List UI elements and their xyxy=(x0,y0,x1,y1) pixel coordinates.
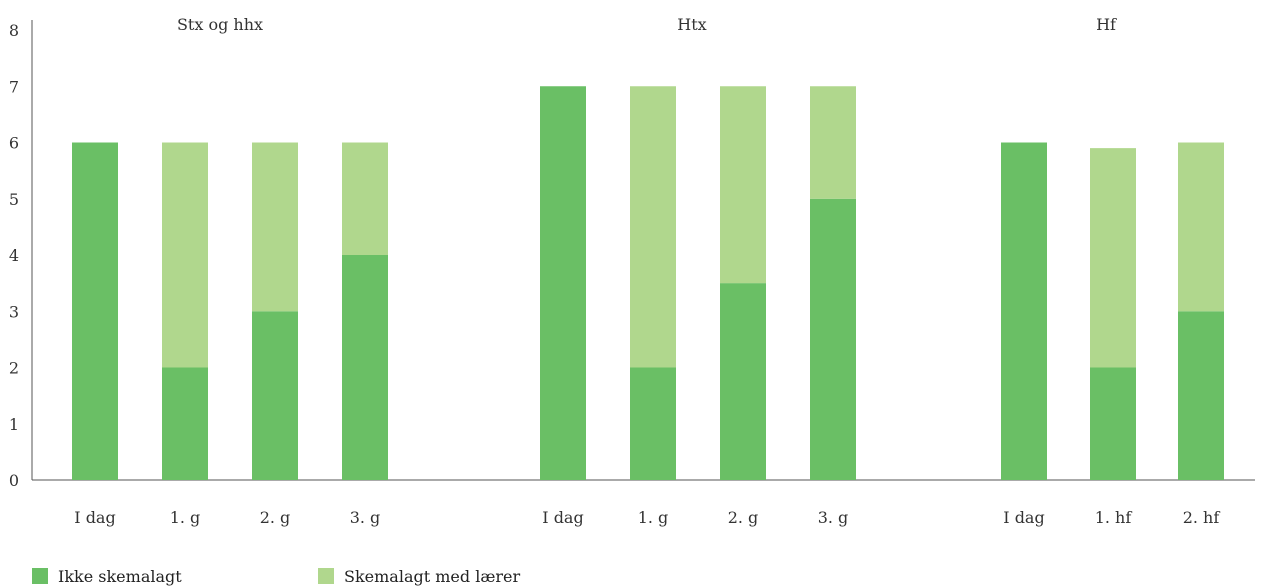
labels: 0 1 2 3 4 5 6 7 8 Stx og hhx I dag 1. g 2. g 3. g Htx I… xyxy=(9,15,1220,527)
bar-skemalagt-med-laerer xyxy=(1178,142,1224,312)
bar-skemalagt-med-laerer xyxy=(630,86,676,368)
bar-ikke-skemalagt xyxy=(342,255,388,480)
bar-ikke-skemalagt xyxy=(1001,142,1047,480)
y-tick-label: 8 xyxy=(9,21,19,40)
y-tick-label: 7 xyxy=(9,77,19,96)
legend-item-skemalagt-med-laerer: Skemalagt med lærer xyxy=(318,565,520,587)
category-label: 1. g xyxy=(638,508,669,527)
bar-skemalagt-med-laerer xyxy=(810,86,856,199)
category-label: 2. hf xyxy=(1183,508,1221,527)
bar-ikke-skemalagt xyxy=(720,283,766,480)
category-label: 3. g xyxy=(350,508,381,527)
bar-ikke-skemalagt xyxy=(162,367,208,480)
category-label: I dag xyxy=(1003,508,1044,527)
category-label: I dag xyxy=(542,508,583,527)
y-tick-label: 4 xyxy=(9,246,19,265)
y-tick-label: 6 xyxy=(9,134,19,153)
category-label: 1. g xyxy=(170,508,201,527)
legend-item-ikke-skemalagt: Ikke skemalagt xyxy=(32,565,182,587)
y-tick-label: 2 xyxy=(9,359,19,378)
bar-ikke-skemalagt xyxy=(72,142,118,480)
bar-skemalagt-med-laerer xyxy=(252,142,298,312)
legend-swatch xyxy=(32,568,48,584)
y-tick-label: 3 xyxy=(9,302,19,321)
bar-ikke-skemalagt xyxy=(252,311,298,480)
category-label: 2. g xyxy=(728,508,759,527)
bars xyxy=(72,86,1224,480)
legend-label: Skemalagt med lærer xyxy=(344,566,521,586)
y-tick-label: 0 xyxy=(9,471,19,490)
category-label: 1. hf xyxy=(1095,508,1133,527)
y-tick-label: 1 xyxy=(9,415,19,434)
y-tick-label: 5 xyxy=(9,190,19,209)
bar-skemalagt-med-laerer xyxy=(720,86,766,284)
bar-skemalagt-med-laerer xyxy=(1090,148,1136,368)
bar-ikke-skemalagt xyxy=(540,86,586,480)
group-title: Hf xyxy=(1096,15,1117,34)
bar-skemalagt-med-laerer xyxy=(342,142,388,255)
legend-label: Ikke skemalagt xyxy=(58,566,182,586)
legend-swatch xyxy=(318,568,334,584)
group-title: Stx og hhx xyxy=(177,15,263,34)
bar-skemalagt-med-laerer xyxy=(162,142,208,368)
bar-ikke-skemalagt xyxy=(810,198,856,480)
bar-ikke-skemalagt xyxy=(1178,311,1224,480)
bar-ikke-skemalagt xyxy=(1090,367,1136,480)
category-label: 3. g xyxy=(818,508,849,527)
bar-ikke-skemalagt xyxy=(630,367,676,480)
group-title: Htx xyxy=(677,15,706,34)
stacked-bar-chart: 0 1 2 3 4 5 6 7 8 Stx og hhx I dag 1. g 2. g 3. g Htx I… xyxy=(9,15,1255,527)
category-label: I dag xyxy=(74,508,115,527)
category-label: 2. g xyxy=(260,508,291,527)
